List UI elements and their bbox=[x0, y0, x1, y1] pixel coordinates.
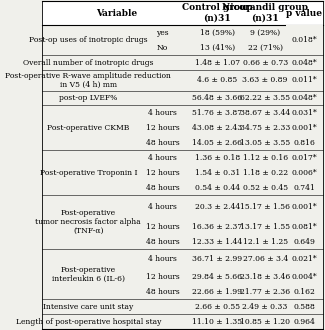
Text: Control group
(n)31: Control group (n)31 bbox=[182, 3, 253, 23]
Text: 4.6 ± 0.85: 4.6 ± 0.85 bbox=[197, 76, 238, 84]
Text: 0.741: 0.741 bbox=[293, 183, 315, 191]
Text: 13 (41%): 13 (41%) bbox=[200, 44, 235, 51]
Text: 29.84 ± 5.66: 29.84 ± 5.66 bbox=[192, 273, 242, 281]
Text: 0.011*: 0.011* bbox=[292, 76, 317, 84]
Text: 4 hours: 4 hours bbox=[148, 203, 177, 211]
Text: No: No bbox=[157, 44, 168, 51]
Text: 4 hours: 4 hours bbox=[148, 109, 177, 117]
Text: 0.081*: 0.081* bbox=[292, 223, 317, 231]
Text: 12 hours: 12 hours bbox=[146, 169, 180, 177]
Text: Overall number of inotropic drugs: Overall number of inotropic drugs bbox=[23, 58, 154, 67]
Text: 36.71 ± 2.99: 36.71 ± 2.99 bbox=[192, 255, 242, 263]
Text: 13.05 ± 3.55: 13.05 ± 3.55 bbox=[240, 139, 290, 147]
Text: 1.36 ± 0.18: 1.36 ± 0.18 bbox=[195, 154, 240, 162]
Bar bbox=[286, 25, 323, 55]
Text: 2.49 ± 0.33: 2.49 ± 0.33 bbox=[242, 303, 288, 311]
Text: 0.048*: 0.048* bbox=[292, 94, 317, 102]
Text: 0.54 ± 0.44: 0.54 ± 0.44 bbox=[195, 183, 240, 191]
Text: 0.52 ± 0.45: 0.52 ± 0.45 bbox=[242, 183, 288, 191]
Text: 0.017*: 0.017* bbox=[292, 154, 317, 162]
Text: 0.031*: 0.031* bbox=[292, 109, 317, 117]
Text: 12.33 ± 1.44: 12.33 ± 1.44 bbox=[192, 238, 242, 246]
Text: 1.18 ± 0.22: 1.18 ± 0.22 bbox=[242, 169, 288, 177]
Text: 11.10 ± 1.35: 11.10 ± 1.35 bbox=[192, 318, 242, 326]
Text: 0.004*: 0.004* bbox=[292, 273, 317, 281]
Bar bbox=[42, 1, 323, 25]
Text: post-op LVEF%: post-op LVEF% bbox=[59, 94, 118, 102]
Text: 1.12 ± 0.16: 1.12 ± 0.16 bbox=[242, 154, 288, 162]
Text: 18 (59%): 18 (59%) bbox=[200, 29, 235, 37]
Text: 0.66 ± 0.73: 0.66 ± 0.73 bbox=[242, 58, 288, 67]
Text: 10.85 ± 1.20: 10.85 ± 1.20 bbox=[240, 318, 290, 326]
Text: 20.3 ± 2.44: 20.3 ± 2.44 bbox=[195, 203, 240, 211]
Text: 0.649: 0.649 bbox=[293, 238, 315, 246]
Text: 0.588: 0.588 bbox=[293, 303, 315, 311]
Text: Intensive care unit stay: Intensive care unit stay bbox=[43, 303, 134, 311]
Text: 38.67 ± 3.44: 38.67 ± 3.44 bbox=[240, 109, 290, 117]
Text: 62.22 ± 3.55: 62.22 ± 3.55 bbox=[240, 94, 290, 102]
Text: 48 hours: 48 hours bbox=[146, 238, 180, 246]
Text: 13.17 ± 1.55: 13.17 ± 1.55 bbox=[240, 223, 290, 231]
Text: Post-op uses of inotropic drugs: Post-op uses of inotropic drugs bbox=[29, 36, 148, 44]
Text: Length of post-operative hospital stay: Length of post-operative hospital stay bbox=[16, 318, 161, 326]
Text: Nicorandil group
(n)31: Nicorandil group (n)31 bbox=[222, 3, 308, 23]
Text: 12 hours: 12 hours bbox=[146, 273, 180, 281]
Text: Post-operative Troponin I: Post-operative Troponin I bbox=[40, 169, 137, 177]
Text: 0.001*: 0.001* bbox=[292, 203, 317, 211]
Text: 22 (71%): 22 (71%) bbox=[248, 44, 283, 51]
Text: 12 hours: 12 hours bbox=[146, 223, 180, 231]
Text: 3.63 ± 0.89: 3.63 ± 0.89 bbox=[242, 76, 288, 84]
Text: Post-operative
interleukin 6 (IL-6): Post-operative interleukin 6 (IL-6) bbox=[52, 266, 125, 283]
Text: 0.018*: 0.018* bbox=[292, 36, 317, 44]
Text: 27.06 ± 3.4: 27.06 ± 3.4 bbox=[242, 255, 288, 263]
Text: 0.816: 0.816 bbox=[293, 139, 315, 147]
Text: 21.77 ± 2.36: 21.77 ± 2.36 bbox=[240, 288, 290, 296]
Text: 12 hours: 12 hours bbox=[146, 124, 180, 132]
Text: 4 hours: 4 hours bbox=[148, 154, 177, 162]
Text: Variable: Variable bbox=[96, 9, 137, 17]
Text: 0.006*: 0.006* bbox=[292, 169, 317, 177]
Text: 9 (29%): 9 (29%) bbox=[250, 29, 280, 37]
Text: 0.964: 0.964 bbox=[293, 318, 315, 326]
Text: 48 hours: 48 hours bbox=[146, 139, 180, 147]
Text: yes: yes bbox=[156, 29, 169, 37]
Text: 16.36 ± 2.37: 16.36 ± 2.37 bbox=[192, 223, 242, 231]
Text: 1.54 ± 0.31: 1.54 ± 0.31 bbox=[195, 169, 240, 177]
Text: 4 hours: 4 hours bbox=[148, 255, 177, 263]
Text: 22.66 ± 1.99: 22.66 ± 1.99 bbox=[192, 288, 242, 296]
Text: 0.021*: 0.021* bbox=[292, 255, 317, 263]
Text: 12.1 ± 1.25: 12.1 ± 1.25 bbox=[242, 238, 288, 246]
Text: 23.18 ± 3.46: 23.18 ± 3.46 bbox=[240, 273, 290, 281]
Text: 34.75 ± 2.33: 34.75 ± 2.33 bbox=[240, 124, 290, 132]
Text: Post-operative
tumor necrosis factor alpha
(TNF-α): Post-operative tumor necrosis factor alp… bbox=[35, 209, 141, 235]
Text: 43.08 ± 2.43: 43.08 ± 2.43 bbox=[192, 124, 242, 132]
Text: 0.048*: 0.048* bbox=[292, 58, 317, 67]
Text: 48 hours: 48 hours bbox=[146, 183, 180, 191]
Text: Post-operative R-wave amplitude reduction
in V5 (4 h) mm: Post-operative R-wave amplitude reductio… bbox=[6, 72, 171, 89]
Text: 2.66 ± 0.55: 2.66 ± 0.55 bbox=[195, 303, 240, 311]
Text: 0.162: 0.162 bbox=[293, 288, 315, 296]
Text: Post-operative CKMB: Post-operative CKMB bbox=[47, 124, 130, 132]
Text: p value: p value bbox=[286, 9, 322, 17]
Text: 51.76 ± 3.87: 51.76 ± 3.87 bbox=[192, 109, 242, 117]
Text: 48 hours: 48 hours bbox=[146, 288, 180, 296]
Text: 15.17 ± 1.56: 15.17 ± 1.56 bbox=[240, 203, 290, 211]
Text: 14.05 ± 2.66: 14.05 ± 2.66 bbox=[192, 139, 242, 147]
Text: 56.48 ± 3.66: 56.48 ± 3.66 bbox=[192, 94, 242, 102]
Text: 1.48 ± 1.07: 1.48 ± 1.07 bbox=[195, 58, 240, 67]
Text: 0.001*: 0.001* bbox=[292, 124, 317, 132]
